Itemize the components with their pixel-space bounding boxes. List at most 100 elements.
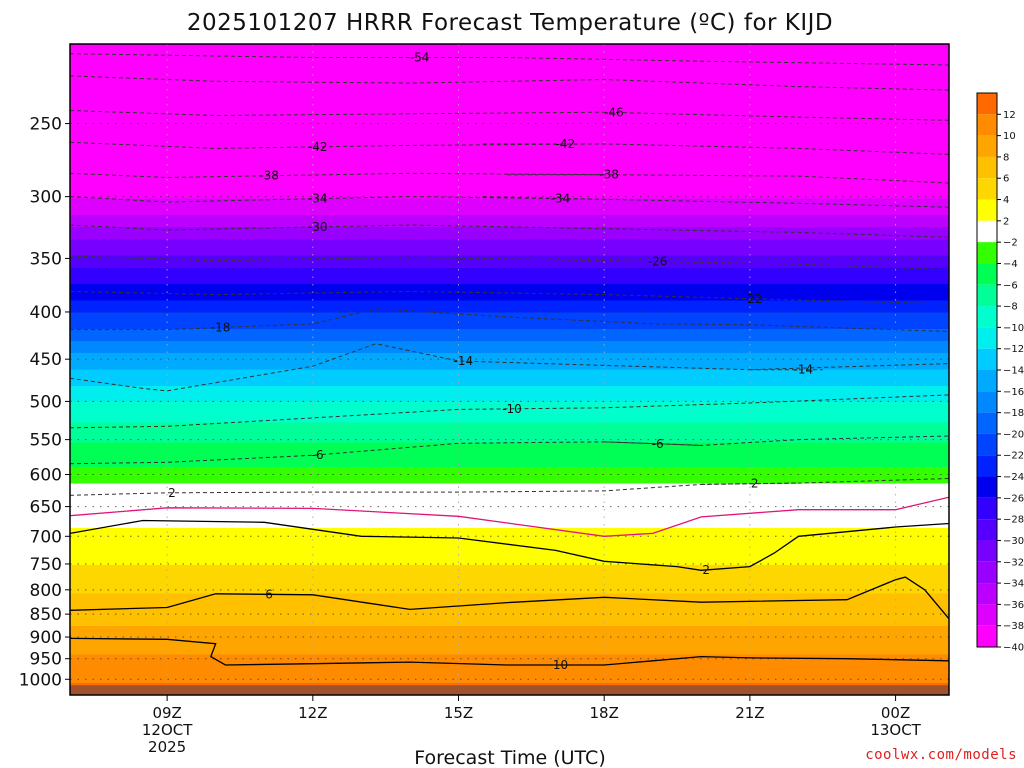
colorbar-tick-label: −26 xyxy=(1003,493,1024,504)
x-tick-label: 13OCT xyxy=(870,721,921,739)
colorbar-tick-label: 12 xyxy=(1003,110,1016,121)
colorbar-tick-label: 10 xyxy=(1003,131,1016,142)
y-tick-label: 650 xyxy=(30,498,62,518)
y-tick-label: 700 xyxy=(30,527,62,547)
colorbar-swatch xyxy=(977,348,997,370)
contour-line xyxy=(70,141,949,155)
contour-line xyxy=(70,478,949,496)
contour-label: -6 xyxy=(652,437,664,451)
colorbar-swatch xyxy=(977,284,997,307)
contour-label-text: -38 xyxy=(259,169,279,183)
contour-label-text: -30 xyxy=(308,220,328,234)
y-tick-label: 850 xyxy=(30,605,62,625)
contour-line xyxy=(70,576,949,620)
contour-line xyxy=(70,637,949,666)
contour-line xyxy=(70,435,949,465)
colorbar-swatch xyxy=(977,476,997,498)
colorbar-tick-label: −10 xyxy=(1003,323,1024,334)
contour-label: -42 xyxy=(308,140,328,154)
colorbar-swatch xyxy=(977,604,997,626)
colorbar-swatch xyxy=(977,220,997,243)
contour-line xyxy=(70,75,949,91)
contour-line xyxy=(70,496,949,537)
colorbar-swatch xyxy=(977,199,997,221)
y-axis: 250 300 350 400 450 500 550 600 650 700 750 800 850 9… xyxy=(19,115,70,690)
contour-label: -42 xyxy=(556,137,576,151)
contour-label: 2 xyxy=(702,563,710,577)
colorbar-tick-label: −14 xyxy=(1003,366,1024,377)
contour-label-text: -34 xyxy=(551,191,571,205)
colorbar: 12 10 8 6 4 2 −2 −4 −6 −8 −10 −12 −14 −16 −18 −20 −22 −24… xyxy=(976,92,1024,654)
colorbar-tick-label: −28 xyxy=(1003,515,1024,526)
colorbar-swatch xyxy=(977,625,997,647)
contour-line xyxy=(701,482,799,485)
contour-label-text: 6 xyxy=(265,587,273,601)
y-tick-label: 900 xyxy=(30,628,62,648)
colorbar-tick-label: −38 xyxy=(1003,621,1024,632)
colorbar-swatch xyxy=(977,370,997,392)
contour-label-text: -18 xyxy=(211,320,231,334)
contour-label: 2 xyxy=(751,477,759,491)
contour-line xyxy=(70,519,949,571)
colorbar-tick-label: −12 xyxy=(1003,344,1024,355)
contour-line xyxy=(70,343,949,392)
contour-line xyxy=(70,53,949,66)
colorbar-swatch xyxy=(977,561,997,584)
contour-label-text: 2 xyxy=(751,477,759,491)
colorbar-swatch xyxy=(977,263,997,285)
colorbar-swatch xyxy=(977,156,997,179)
colorbar-tick-label: −20 xyxy=(1003,429,1024,440)
contour-label-text: -6 xyxy=(652,437,664,451)
x-tick-label: 00Z xyxy=(881,704,910,722)
contour-label: -26 xyxy=(648,255,668,269)
contour-label: -6 xyxy=(312,448,324,462)
colorbar-tick-label: 2 xyxy=(1003,216,1009,227)
contour-label-text: -14 xyxy=(794,363,814,377)
colorbar-tick-label: −30 xyxy=(1003,536,1024,547)
contour-layer: -54-46-42 -42-38 -38-34 -34-30-2622-18-14-1… xyxy=(70,50,949,672)
contour-line xyxy=(70,110,949,121)
y-tick-label: 800 xyxy=(30,581,62,601)
colorbar-tick-label: −16 xyxy=(1003,387,1024,398)
x-axis-label: Forecast Time (UTC) xyxy=(414,747,605,768)
contour-label: 6 xyxy=(265,587,273,601)
credit-link[interactable]: coolwx.com/models xyxy=(865,747,1017,763)
contour-label-text: -42 xyxy=(556,137,576,151)
contour-label-text: 2 xyxy=(702,563,710,577)
y-tick-label: 300 xyxy=(30,188,62,208)
x-tick-label: 18Z xyxy=(590,704,619,722)
contour-line xyxy=(70,394,949,429)
contour-label-text: -54 xyxy=(410,50,430,64)
contour-label: 10 xyxy=(553,658,568,672)
plot-area: -54-46-42 -42-38 -38-34 -34-30-2622-18-14-1… xyxy=(70,44,949,695)
plot-frame xyxy=(69,43,950,696)
contour-line xyxy=(70,255,949,271)
contour-line xyxy=(70,224,949,238)
colorbar-swatch xyxy=(977,455,997,477)
colorbar-tick-label: −8 xyxy=(1003,302,1018,313)
y-tick-label: 1000 xyxy=(19,670,62,690)
colorbar-tick-label: −40 xyxy=(1003,643,1024,654)
x-tick-label: 21Z xyxy=(735,704,764,722)
contour-label: -18 xyxy=(211,320,231,334)
colorbar-tick-label: −36 xyxy=(1003,600,1024,611)
colorbar-tick-label: −4 xyxy=(1003,259,1018,270)
colorbar-swatch xyxy=(977,327,997,349)
y-tick-label: 400 xyxy=(30,303,62,323)
contour-label: -46 xyxy=(604,105,624,119)
colorbar-swatch xyxy=(977,540,997,562)
contour-label-text: -6 xyxy=(312,448,324,462)
colorbar-tick-label: −32 xyxy=(1003,557,1024,568)
contour-line xyxy=(482,196,605,200)
colorbar-swatch xyxy=(977,583,997,605)
colorbar-swatch xyxy=(977,135,997,157)
colorbar-tick-label: −34 xyxy=(1003,579,1024,590)
y-tick-label: 950 xyxy=(30,650,62,670)
contour-line xyxy=(70,308,949,332)
y-tick-label: 750 xyxy=(30,555,62,575)
contour-label-text: 22 xyxy=(747,292,762,306)
contour-label: -34 xyxy=(551,191,571,205)
contour-label: -38 xyxy=(599,168,619,182)
